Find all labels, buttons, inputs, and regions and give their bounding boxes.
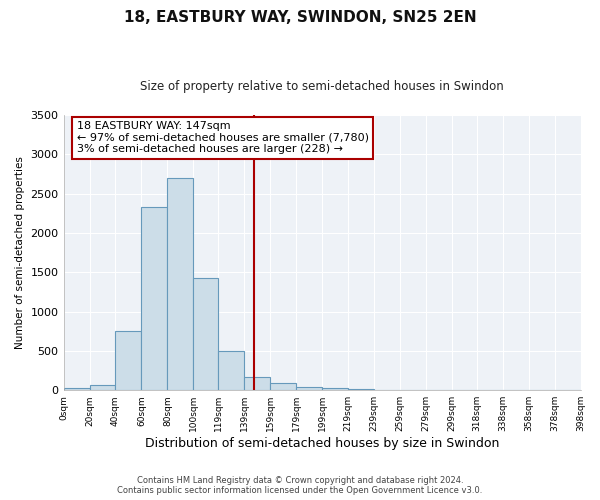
Text: 18 EASTBURY WAY: 147sqm
← 97% of semi-detached houses are smaller (7,780)
3% of : 18 EASTBURY WAY: 147sqm ← 97% of semi-de… xyxy=(77,122,368,154)
Bar xyxy=(142,207,167,390)
Bar xyxy=(193,278,218,390)
Bar xyxy=(115,331,142,390)
Bar xyxy=(218,351,244,390)
Bar xyxy=(167,178,193,390)
Title: Size of property relative to semi-detached houses in Swindon: Size of property relative to semi-detach… xyxy=(140,80,504,93)
Bar xyxy=(270,383,296,390)
Bar xyxy=(244,377,270,390)
Bar xyxy=(322,388,348,390)
X-axis label: Distribution of semi-detached houses by size in Swindon: Distribution of semi-detached houses by … xyxy=(145,437,499,450)
Text: 18, EASTBURY WAY, SWINDON, SN25 2EN: 18, EASTBURY WAY, SWINDON, SN25 2EN xyxy=(124,10,476,25)
Y-axis label: Number of semi-detached properties: Number of semi-detached properties xyxy=(15,156,25,349)
Bar xyxy=(64,388,89,390)
Text: Contains HM Land Registry data © Crown copyright and database right 2024.
Contai: Contains HM Land Registry data © Crown c… xyxy=(118,476,482,495)
Bar xyxy=(89,384,115,390)
Bar xyxy=(296,387,322,390)
